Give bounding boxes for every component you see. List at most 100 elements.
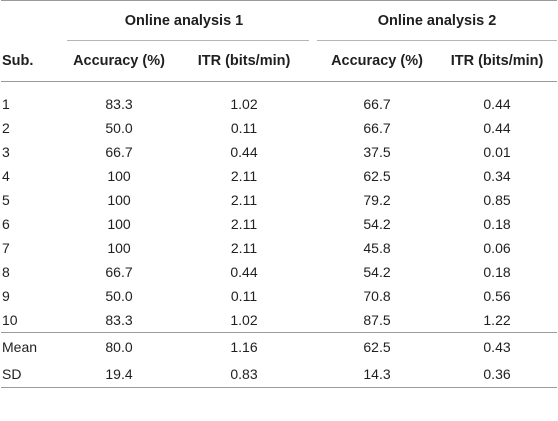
table-header: Online analysis 1 Online analysis 2 Sub.… [1, 0, 558, 82]
gap-cell [309, 116, 317, 140]
itr-2-cell: 0.36 [437, 360, 558, 388]
group-underline [67, 40, 310, 41]
group-header-label: Online analysis 2 [377, 13, 497, 29]
table-row: 7 100 2.11 45.8 0.06 [1, 236, 557, 260]
table-row: 2 50.0 0.11 66.7 0.44 [1, 116, 557, 140]
table-row: 10 83.3 1.02 87.5 1.22 [1, 308, 557, 333]
itr-1-cell: 2.11 [230, 240, 258, 256]
table-row: 4 100 2.11 62.5 0.34 [1, 164, 557, 188]
itr-1-cell: 1.02 [230, 312, 258, 328]
subject-cell: 9 [2, 288, 10, 304]
gap-cell [309, 164, 317, 188]
itr-1-cell: 2.11 [230, 216, 258, 232]
group-header-online-analysis-2: Online analysis 2 [317, 0, 558, 41]
itr-2-cell: 0.56 [483, 288, 511, 304]
itr-2-cell: 0.44 [483, 96, 511, 112]
accuracy-2-cell: 62.5 [317, 332, 438, 360]
summary-row: SD 19.4 0.83 14.3 0.36 [1, 360, 558, 388]
accuracy-1-cell: 100 [107, 240, 131, 256]
accuracy-1-cell: 80.0 [59, 332, 179, 360]
itr-1-cell: 0.44 [230, 264, 258, 280]
gap-cell [309, 284, 317, 308]
accuracy-2-cell: 54.2 [363, 264, 391, 280]
accuracy-1-cell: 50.0 [105, 120, 133, 136]
subject-cell: 4 [2, 168, 10, 184]
itr-1-cell: 0.83 [179, 360, 310, 388]
subject-cell: SD [1, 360, 59, 388]
accuracy-2-cell: 37.5 [363, 144, 391, 160]
table-body: 1 83.3 1.02 66.7 0.44 2 50.0 0.11 66.7 0.44 3 66.7 0… [1, 82, 558, 388]
column-header-accuracy-1: Accuracy (%) [59, 41, 179, 82]
subject-cell: 8 [2, 264, 10, 280]
subject-cell: 5 [2, 192, 10, 208]
table-row: 8 66.7 0.44 54.2 0.18 [1, 260, 557, 284]
column-header-itr-2: ITR (bits/min) [437, 41, 558, 82]
results-table: Online analysis 1 Online analysis 2 Sub.… [1, 0, 558, 388]
table-row: 9 50.0 0.11 70.8 0.56 [1, 284, 557, 308]
group-underline [317, 40, 558, 41]
itr-1-cell: 1.02 [230, 96, 258, 112]
gap-cell [309, 188, 317, 212]
gap-cell [309, 332, 318, 360]
itr-1-cell: 0.44 [230, 144, 258, 160]
subject-cell: 7 [2, 240, 10, 256]
itr-2-cell: 0.43 [437, 332, 558, 360]
accuracy-2-cell: 70.8 [363, 288, 391, 304]
accuracy-2-cell: 45.8 [363, 240, 391, 256]
itr-2-cell: 0.34 [483, 168, 511, 184]
subject-cell: 10 [2, 312, 18, 328]
gap-cell [309, 360, 318, 388]
accuracy-1-cell: 66.7 [105, 264, 133, 280]
gap-cell [309, 260, 317, 284]
itr-2-cell: 0.44 [483, 120, 511, 136]
gap-cell [309, 212, 317, 236]
gap-cell [309, 236, 317, 260]
accuracy-1-cell: 66.7 [105, 144, 133, 160]
accuracy-2-cell: 79.2 [363, 192, 391, 208]
accuracy-2-cell: 66.7 [363, 96, 391, 112]
gap-cell [309, 308, 317, 333]
accuracy-1-cell: 50.0 [105, 288, 133, 304]
itr-1-cell: 1.16 [179, 332, 310, 360]
column-header-row: Sub. Accuracy (%) ITR (bits/min) Accurac… [1, 41, 558, 82]
subject-cell: 6 [2, 216, 10, 232]
accuracy-2-cell: 87.5 [363, 312, 391, 328]
itr-2-cell: 0.18 [483, 264, 511, 280]
accuracy-2-cell: 14.3 [317, 360, 438, 388]
gap-cell [309, 82, 317, 117]
itr-2-cell: 0.06 [483, 240, 511, 256]
table-row: 5 100 2.11 79.2 0.85 [1, 188, 557, 212]
itr-2-cell: 0.01 [483, 144, 511, 160]
subject-cell: Mean [1, 332, 59, 360]
accuracy-2-cell: 54.2 [363, 216, 391, 232]
group-header-row: Online analysis 1 Online analysis 2 [1, 0, 558, 41]
column-header-itr-1: ITR (bits/min) [179, 41, 310, 82]
accuracy-2-cell: 62.5 [363, 168, 391, 184]
group-header-empty [1, 0, 59, 41]
itr-1-cell: 0.11 [230, 288, 258, 304]
gap-cell [309, 140, 317, 164]
subject-cell: 2 [2, 120, 10, 136]
group-header-online-analysis-1: Online analysis 1 [59, 0, 310, 41]
itr-2-cell: 1.22 [483, 312, 511, 328]
table-row: 1 83.3 1.02 66.7 0.44 [1, 82, 557, 117]
itr-2-cell: 0.18 [483, 216, 511, 232]
column-header-gap [309, 41, 318, 82]
group-header-label: Online analysis 1 [124, 13, 244, 29]
accuracy-1-cell: 100 [107, 168, 131, 184]
accuracy-1-cell: 100 [107, 216, 131, 232]
itr-1-cell: 0.11 [230, 120, 258, 136]
table-row: 3 66.7 0.44 37.5 0.01 [1, 140, 557, 164]
table-row: 6 100 2.11 54.2 0.18 [1, 212, 557, 236]
subject-cell: 3 [2, 144, 10, 160]
subject-cell: 1 [2, 96, 10, 112]
group-header-gap [309, 0, 318, 41]
accuracy-1-cell: 19.4 [59, 360, 179, 388]
accuracy-1-cell: 100 [107, 192, 131, 208]
itr-1-cell: 2.11 [230, 192, 258, 208]
itr-2-cell: 0.85 [483, 192, 511, 208]
accuracy-1-cell: 83.3 [105, 96, 133, 112]
column-header-subject: Sub. [1, 41, 59, 82]
summary-row: Mean 80.0 1.16 62.5 0.43 [1, 332, 558, 360]
